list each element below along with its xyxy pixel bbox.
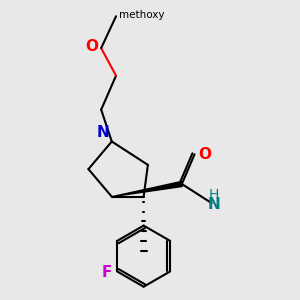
Text: N: N <box>97 125 110 140</box>
Text: O: O <box>198 147 211 162</box>
Text: H: H <box>209 188 219 203</box>
Polygon shape <box>112 182 182 197</box>
Text: F: F <box>102 265 112 280</box>
Text: O: O <box>85 39 98 54</box>
Text: methoxy: methoxy <box>119 10 165 20</box>
Text: N: N <box>208 197 220 212</box>
